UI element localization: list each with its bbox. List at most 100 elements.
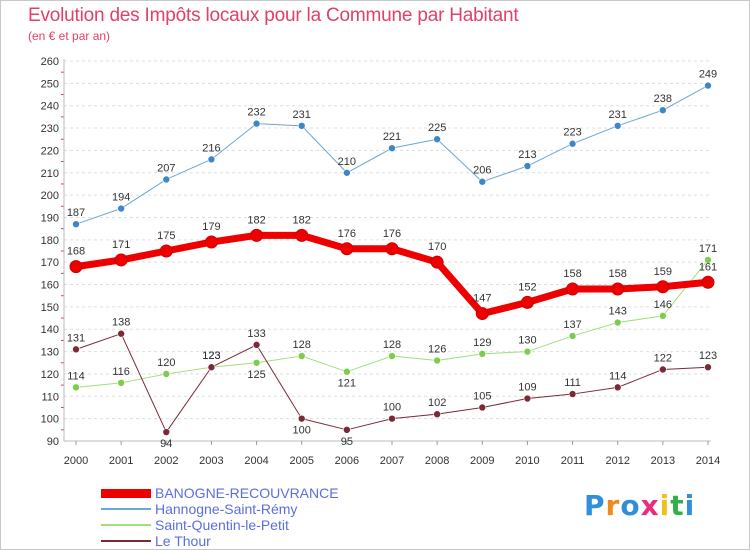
series-point-2 [613,383,622,392]
data-label: 194 [112,192,130,204]
data-label: 143 [609,306,627,318]
chart-title: Evolution des Impôts locaux pour la Comm… [28,5,519,26]
series-point-0 [433,135,441,144]
series-point-0 [297,122,306,130]
x-tick-label: 2012 [605,455,629,467]
data-label: 146 [654,299,672,311]
y-tick-label: 140 [41,324,59,336]
logo-letter: i [684,489,696,522]
y-tick-label: 120 [41,369,59,381]
series-point-0 [343,168,351,177]
y-tick-label: 220 [41,145,59,157]
data-label: 138 [112,317,130,329]
y-tick-label: 130 [41,347,59,359]
data-label: 210 [338,156,356,168]
data-label: 223 [563,127,581,139]
legend-label: Le Thour [155,533,211,549]
series-point-2 [343,426,351,434]
y-tick-label: 190 [41,212,59,224]
series-point-2 [117,329,125,338]
data-label: 94 [160,438,172,450]
data-label: 128 [383,339,401,351]
series-point-0 [478,177,487,186]
data-label: 109 [518,382,536,394]
data-label: 176 [338,228,356,240]
legend-label: Hannogne-Saint-Rémy [155,501,298,517]
data-label: 105 [473,390,491,402]
data-label: 123 [202,350,220,362]
x-tick-label: 2001 [109,455,133,467]
data-label: 171 [112,239,130,251]
data-label: 231 [609,109,627,121]
proxiti-logo: Proxiti [584,489,695,522]
data-label: 131 [67,332,85,344]
data-label: 123 [699,350,717,362]
data-label: 231 [293,109,311,121]
data-labels: 187 194 207 216 232 231 210 221 225 206 213 223 231 2… [67,69,717,450]
data-label: 128 [293,339,311,351]
data-label: 126 [428,344,446,356]
data-label: 122 [654,352,672,364]
y-tick-label: 100 [41,414,59,426]
series-point-2 [704,363,712,372]
data-label: 221 [383,131,401,143]
series-point-3 [566,282,580,296]
x-tick-label: 2003 [199,455,223,467]
data-label: 225 [428,122,446,134]
x-tick-label: 2010 [515,455,539,467]
x-tick-label: 2005 [289,455,313,467]
y-tick-label: 170 [41,257,59,269]
x-tick-label: 2002 [154,455,178,467]
data-label: 179 [202,221,220,233]
series-point-3 [250,228,264,242]
x-tick-label: 2009 [470,455,494,467]
data-label: 114 [67,370,85,382]
logo-letter: t [670,489,685,522]
series-point-1 [252,358,261,367]
data-label: 102 [428,397,446,409]
data-label: 171 [699,243,717,255]
series-point-1 [162,370,171,378]
y-tick-label: 110 [41,391,59,403]
data-label: 213 [518,149,536,161]
y-tick-label: 180 [41,235,59,247]
x-tick-label: 2014 [696,455,720,467]
series-point-1 [704,256,712,264]
series-point-3 [430,255,444,269]
data-label: 232 [247,107,265,119]
data-label: 176 [383,228,401,240]
series-point-1 [72,383,80,392]
series-point-1 [659,312,667,320]
series-point-1 [388,352,396,360]
series-point-0 [568,139,577,148]
series-point-0 [613,122,622,130]
legend-label: Saint-Quentin-le-Petit [155,517,289,533]
x-tick-label: 2013 [651,455,675,467]
legend-swatch [101,508,151,510]
series-point-2 [478,403,487,412]
series-point-3 [114,253,128,267]
y-tick-label: 150 [41,302,59,314]
series-point-0 [252,119,261,128]
series-point-3 [385,242,399,256]
series-point-0 [704,81,712,90]
data-label: 111 [564,377,581,389]
data-label: 187 [67,207,85,219]
x-tick-label: 2007 [380,455,404,467]
series-point-3 [69,260,83,274]
series-point-0 [388,144,396,152]
y-tick-label: 240 [41,101,59,113]
series-point-3 [520,295,534,309]
data-label: 147 [473,293,491,305]
series-point-0 [72,220,80,228]
data-label: 182 [247,214,265,226]
data-label: 175 [157,230,175,242]
y-tick-label: 250 [41,78,59,90]
logo-letter: o [620,489,641,522]
data-label: 121 [338,378,356,390]
data-label: 100 [383,402,401,414]
data-label: 249 [699,69,717,81]
data-label: 158 [563,268,581,280]
